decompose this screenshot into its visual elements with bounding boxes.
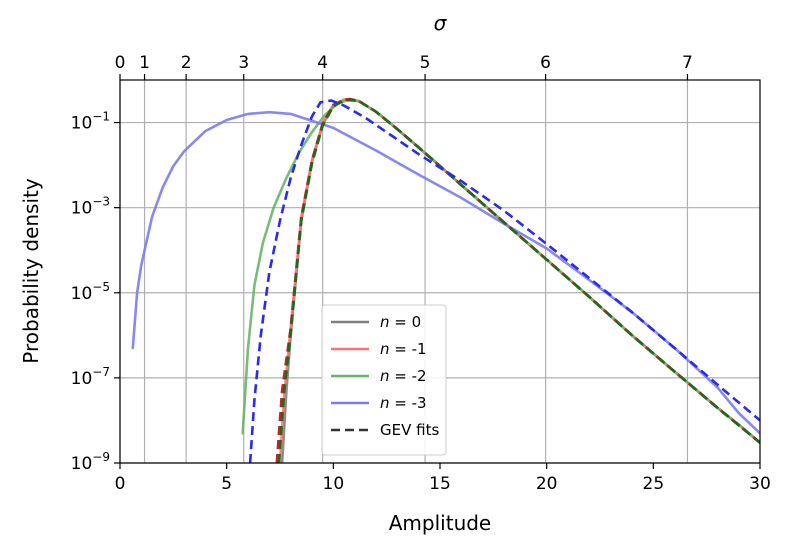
top-tick-label-1: 1: [139, 53, 150, 73]
y-tick-label-3: 10−3: [71, 195, 110, 219]
x-tick-label-2: 10: [323, 474, 345, 494]
top-tick-label-7: 7: [682, 53, 693, 73]
top-axis-label: σ: [434, 11, 448, 35]
legend-label-4: GEV fits: [380, 421, 439, 439]
top-tick-label-5: 5: [420, 53, 431, 73]
legend-label-3: n = -3: [380, 394, 427, 412]
y-tick-label-2: 10−5: [71, 280, 110, 304]
x-tick-label-1: 5: [221, 474, 232, 494]
y-axis-label: Probability density: [19, 178, 43, 364]
top-tick-label-2: 2: [181, 53, 192, 73]
x-tick-label-3: 15: [429, 474, 451, 494]
x-tick-label-5: 25: [643, 474, 665, 494]
x-tick-label-0: 0: [115, 474, 126, 494]
legend-label-1: n = -1: [380, 340, 427, 358]
x-axis-label: Amplitude: [389, 511, 492, 535]
y-tick-label-0: 10−9: [71, 450, 110, 474]
x-tick-label-6: 30: [749, 474, 771, 494]
gev-fit-line-3: [248, 99, 760, 463]
top-tick-label-0: 0: [115, 53, 126, 73]
legend-label-2: n = -2: [380, 367, 427, 385]
top-tick-label-4: 4: [317, 53, 328, 73]
gev-fit-line-2: [277, 98, 760, 463]
x-tick-label-4: 20: [536, 474, 558, 494]
y-tick-label-4: 10−1: [71, 110, 110, 134]
legend-box: [321, 304, 447, 456]
y-tick-label-1: 10−7: [71, 365, 110, 389]
series-layer: [131, 97, 760, 463]
legend-label-0: n = 0: [380, 313, 421, 331]
legend: n = 0 n = -1 n = -2 n = -3 GEV fits: [321, 304, 447, 456]
top-tick-label-3: 3: [238, 53, 249, 73]
ticks: 0 1 2 3 4 5 6 710−910−710−510−310−10 5 10 15 20 25 30: [71, 53, 771, 494]
top-tick-label-6: 6: [540, 53, 551, 73]
